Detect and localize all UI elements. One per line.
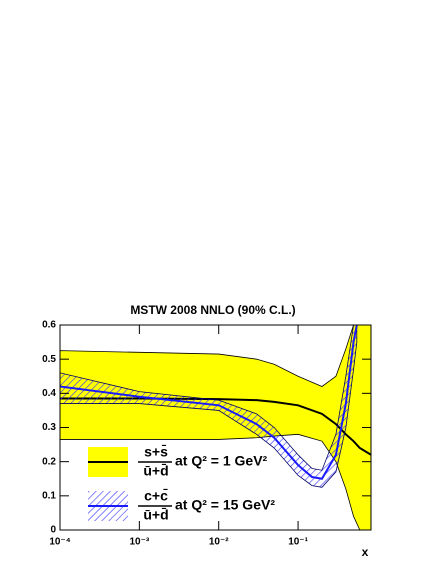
legend-numerator: s+s̄ xyxy=(144,443,168,460)
legend-label: at Q² = 1 GeV² xyxy=(175,453,268,469)
x-tick-label: 10⁻⁴ xyxy=(49,537,70,548)
y-tick-label: 0 xyxy=(50,525,56,536)
y-tick-label: 0.1 xyxy=(42,490,56,501)
x-tick-label: 10⁻¹ xyxy=(288,537,308,548)
y-tick-label: 0.6 xyxy=(42,320,56,331)
x-tick-label: 10⁻² xyxy=(209,537,229,548)
legend-denominator: ū+d̄ xyxy=(143,506,168,523)
legend-label: at Q² = 15 GeV² xyxy=(175,497,275,513)
y-tick-label: 0.4 xyxy=(42,388,56,399)
uncertainty-band xyxy=(60,325,371,530)
x-tick-label: 10⁻³ xyxy=(129,537,149,548)
central-line xyxy=(60,325,358,480)
y-tick-label: 0.5 xyxy=(42,354,56,365)
y-tick-label: 0.2 xyxy=(42,456,56,467)
x-axis-label: x xyxy=(362,545,369,559)
plot-area xyxy=(60,325,371,530)
chart-title: MSTW 2008 NNLO (90% C.L.) xyxy=(130,303,295,317)
legend-numerator: c+c̄ xyxy=(144,487,168,504)
y-tick-label: 0.3 xyxy=(42,422,56,433)
legend-denominator: ū+d̄ xyxy=(143,462,168,479)
